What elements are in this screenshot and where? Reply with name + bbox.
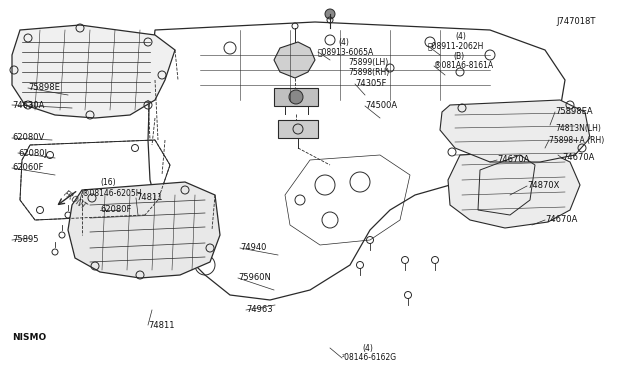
Text: ®081A6-8161A: ®081A6-8161A: [434, 61, 493, 71]
Text: ⓝ08911-2062H: ⓝ08911-2062H: [428, 42, 484, 51]
Text: 75898+A (RH): 75898+A (RH): [549, 135, 604, 144]
Text: 74305F: 74305F: [355, 80, 387, 89]
Text: 74811: 74811: [148, 321, 175, 330]
Text: ®08146-6205H: ®08146-6205H: [82, 189, 141, 198]
Polygon shape: [68, 182, 220, 278]
Text: ²08146-6162G: ²08146-6162G: [342, 353, 397, 362]
Text: 75899(LH): 75899(LH): [348, 58, 388, 67]
Text: (16): (16): [100, 177, 116, 186]
Text: 75898(RH): 75898(RH): [348, 68, 389, 77]
Text: J747018T: J747018T: [556, 17, 595, 26]
Polygon shape: [278, 120, 318, 138]
Text: 74963: 74963: [246, 305, 273, 314]
Text: 62060F: 62060F: [12, 164, 44, 173]
Text: NISMO: NISMO: [12, 334, 46, 343]
Circle shape: [289, 90, 303, 104]
Text: ⓝ08913-6065A: ⓝ08913-6065A: [318, 48, 374, 57]
Text: 74630A: 74630A: [12, 100, 44, 109]
Polygon shape: [274, 42, 315, 78]
Text: (4): (4): [362, 343, 373, 353]
Text: 62080V: 62080V: [12, 134, 44, 142]
Text: 74870X: 74870X: [527, 182, 559, 190]
Polygon shape: [440, 100, 590, 162]
Text: 62080F: 62080F: [100, 205, 131, 215]
Text: (4): (4): [338, 38, 349, 46]
Text: 74500A: 74500A: [365, 102, 397, 110]
Text: FRONT: FRONT: [62, 189, 88, 211]
Text: (B): (B): [453, 51, 464, 61]
Polygon shape: [448, 150, 580, 228]
Text: 74813N(LH): 74813N(LH): [555, 125, 601, 134]
Text: (4): (4): [455, 32, 466, 41]
Text: 74670A: 74670A: [497, 155, 529, 164]
Text: 75895: 75895: [12, 235, 38, 244]
Text: 74670A: 74670A: [562, 154, 595, 163]
Circle shape: [325, 9, 335, 19]
Text: 62080J: 62080J: [18, 148, 47, 157]
Text: 75898EA: 75898EA: [555, 108, 593, 116]
Text: 75898E: 75898E: [28, 83, 60, 93]
Text: 74940: 74940: [240, 244, 266, 253]
Text: 74670A: 74670A: [545, 215, 577, 224]
Text: 74811: 74811: [136, 193, 163, 202]
Text: 75960N: 75960N: [238, 273, 271, 282]
Polygon shape: [12, 25, 175, 118]
Polygon shape: [274, 88, 318, 106]
